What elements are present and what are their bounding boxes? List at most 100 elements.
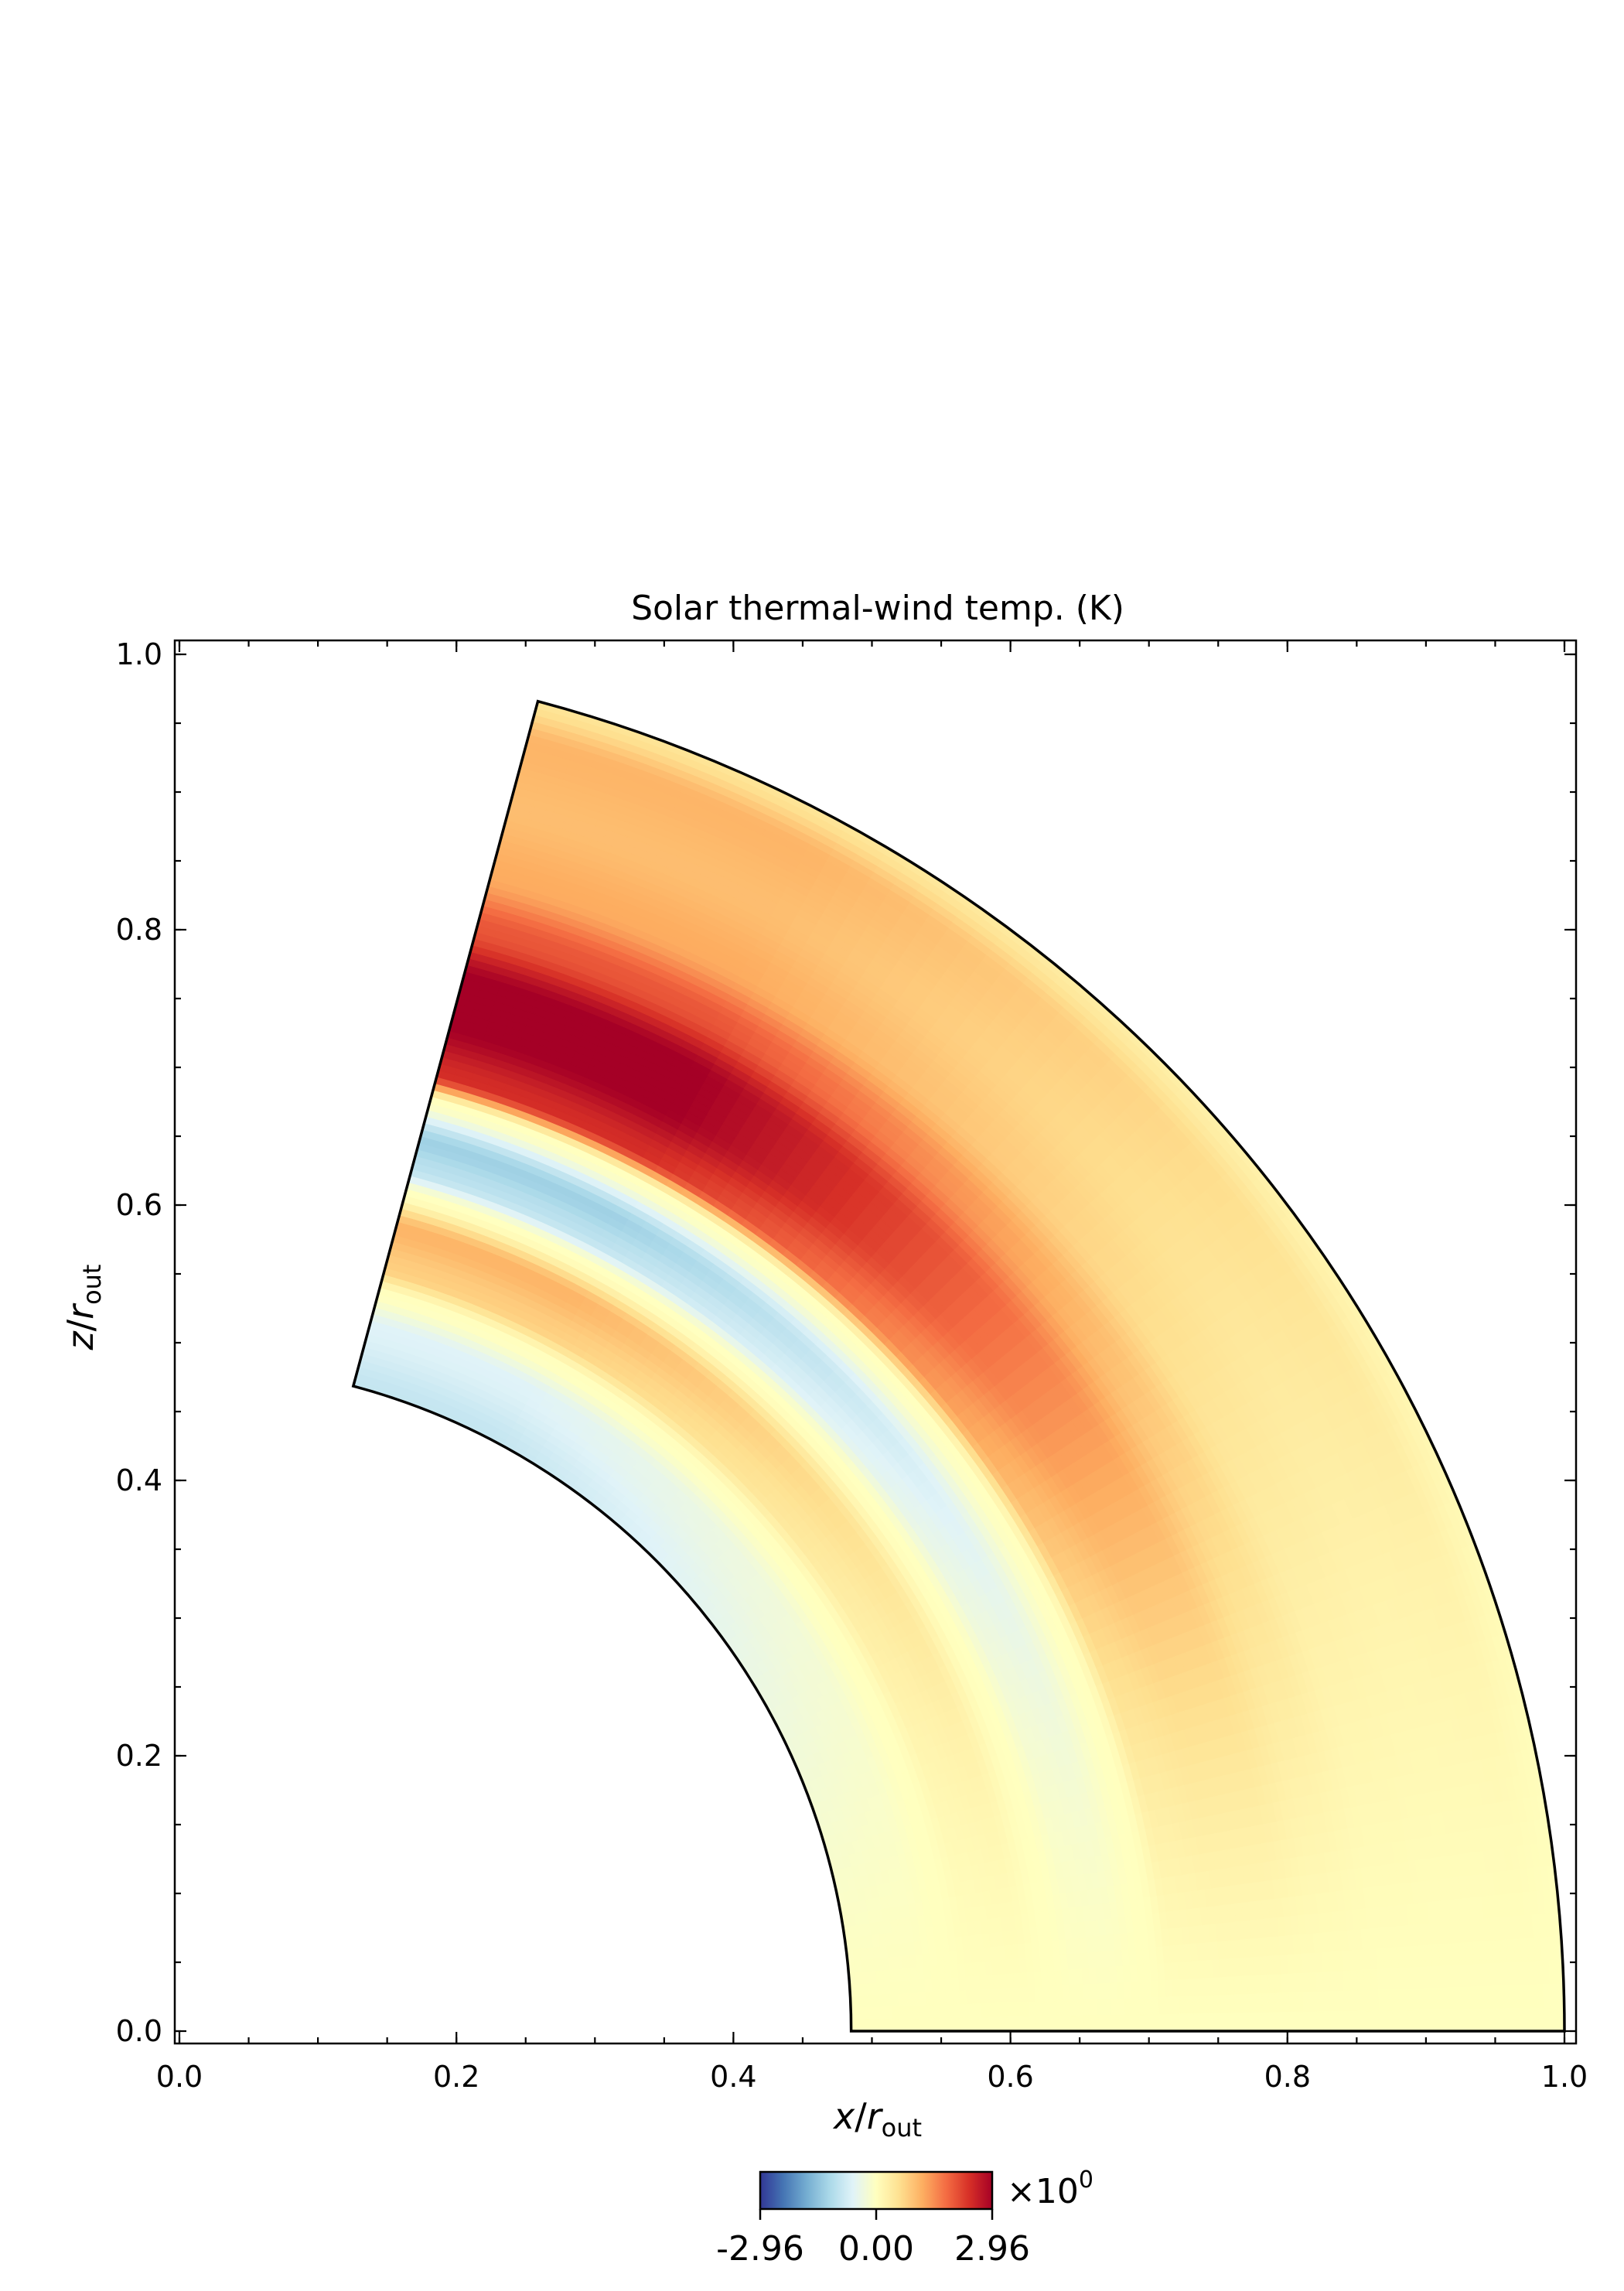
field-cell <box>1145 2013 1154 2032</box>
field-cell <box>1104 2014 1113 2032</box>
field-cell <box>1063 2015 1072 2032</box>
field-cell <box>940 2017 948 2032</box>
field-cell <box>959 1990 968 2006</box>
field-cell <box>1124 1982 1133 1999</box>
field-cell <box>1083 1999 1092 2016</box>
field-cell <box>912 2017 920 2032</box>
field-cell <box>876 1982 885 1996</box>
field-cell <box>1213 1977 1222 1996</box>
field-cell <box>877 2006 886 2020</box>
field-cell <box>1165 1996 1174 2015</box>
field-cell <box>905 2018 914 2032</box>
field-cell <box>1234 2012 1243 2032</box>
field-cell <box>944 1977 954 1992</box>
field-cell <box>1001 2002 1010 2018</box>
field-cell <box>938 1991 947 2006</box>
field-cell <box>1007 1987 1016 2003</box>
field-cell <box>1137 1981 1146 1999</box>
field-cell <box>1076 1999 1085 2016</box>
field-cell <box>864 2006 872 2020</box>
field-cell <box>1233 1994 1243 2014</box>
field-cell <box>932 2004 941 2019</box>
field-cell <box>1178 1979 1188 1998</box>
field-cell <box>898 2006 907 2020</box>
field-cell <box>1008 2002 1016 2018</box>
field-cell <box>1090 2015 1099 2032</box>
field-cell <box>857 2007 865 2020</box>
field-cell <box>953 2017 962 2032</box>
field-cell <box>912 2005 920 2020</box>
field-cell <box>1001 2016 1010 2032</box>
field-cell <box>1070 2015 1078 2032</box>
field-cell <box>981 2016 989 2032</box>
field-cell <box>917 1979 926 1994</box>
field-cell <box>1117 2014 1126 2032</box>
field-cell <box>1131 2014 1140 2032</box>
field-cell <box>967 2016 975 2032</box>
field-cell <box>910 1979 919 1994</box>
field-cell <box>1213 1995 1222 2014</box>
field-cell <box>884 2006 893 2020</box>
field-cell <box>1213 2013 1223 2032</box>
field-cell <box>953 2003 962 2019</box>
field-cell <box>890 1993 899 2008</box>
field-cell <box>1227 2013 1236 2032</box>
field-cell <box>1008 2016 1017 2032</box>
field-cell <box>1117 1998 1126 2016</box>
field-cell <box>974 2002 982 2019</box>
field-cell <box>1185 1979 1194 1998</box>
field-cell <box>1041 1985 1050 2002</box>
field-cell <box>1029 2016 1037 2032</box>
field-cell <box>1138 2013 1147 2032</box>
field-cell <box>1070 1999 1078 2016</box>
temperature-field <box>353 700 1565 2032</box>
field-cell <box>1289 2011 1298 2032</box>
field-cell <box>855 1983 865 1997</box>
plot-area <box>351 699 1566 2033</box>
field-cell <box>1186 1996 1195 2015</box>
field-cell <box>883 1982 892 1996</box>
field-cell <box>1247 1993 1257 2013</box>
field-cell <box>1035 2001 1044 2017</box>
field-cell <box>919 2005 927 2020</box>
field-cell <box>918 1992 927 2006</box>
field-cell <box>1014 1987 1023 2003</box>
field-cell <box>1117 1982 1126 2000</box>
field-cell <box>1254 1975 1263 1995</box>
field-cell <box>1226 1976 1236 1996</box>
field-cell <box>1288 1992 1298 2013</box>
field-cell <box>871 2006 879 2020</box>
field-cell <box>1069 1984 1078 2002</box>
field-cell <box>1179 2013 1188 2032</box>
field-cell <box>871 2018 879 2032</box>
field-cell <box>926 2004 934 2020</box>
field-cell <box>1042 2000 1051 2017</box>
field-cell <box>1103 1982 1112 2000</box>
field-cell <box>1028 2001 1037 2017</box>
field-cell <box>1172 1979 1181 1998</box>
field-cell <box>960 2016 969 2032</box>
field-cell <box>1220 1976 1229 1996</box>
field-cell <box>1268 2012 1278 2032</box>
field-cell <box>1206 1977 1215 1997</box>
field-cell <box>994 2002 1003 2018</box>
field-cell <box>931 1979 940 1993</box>
field-cell <box>1261 1993 1271 2013</box>
field-cell <box>1042 2016 1051 2032</box>
field-cell <box>877 1994 886 2008</box>
field-cell <box>1151 1996 1161 2016</box>
field-cell <box>911 1992 920 2007</box>
field-cell <box>1035 2016 1044 2032</box>
field-cell <box>863 1995 872 2009</box>
field-cell <box>1049 2000 1058 2017</box>
field-cell <box>1199 1995 1209 2014</box>
field-cell <box>1089 1983 1098 2001</box>
field-cell <box>869 1982 879 1996</box>
field-cell <box>1254 1993 1264 2013</box>
field-cell <box>1179 1996 1188 2015</box>
field-cell <box>988 2016 996 2032</box>
field-cell <box>1240 1975 1249 1996</box>
field-cell <box>904 1992 913 2007</box>
field-cell <box>878 2018 886 2032</box>
field-cell <box>890 1981 899 1996</box>
